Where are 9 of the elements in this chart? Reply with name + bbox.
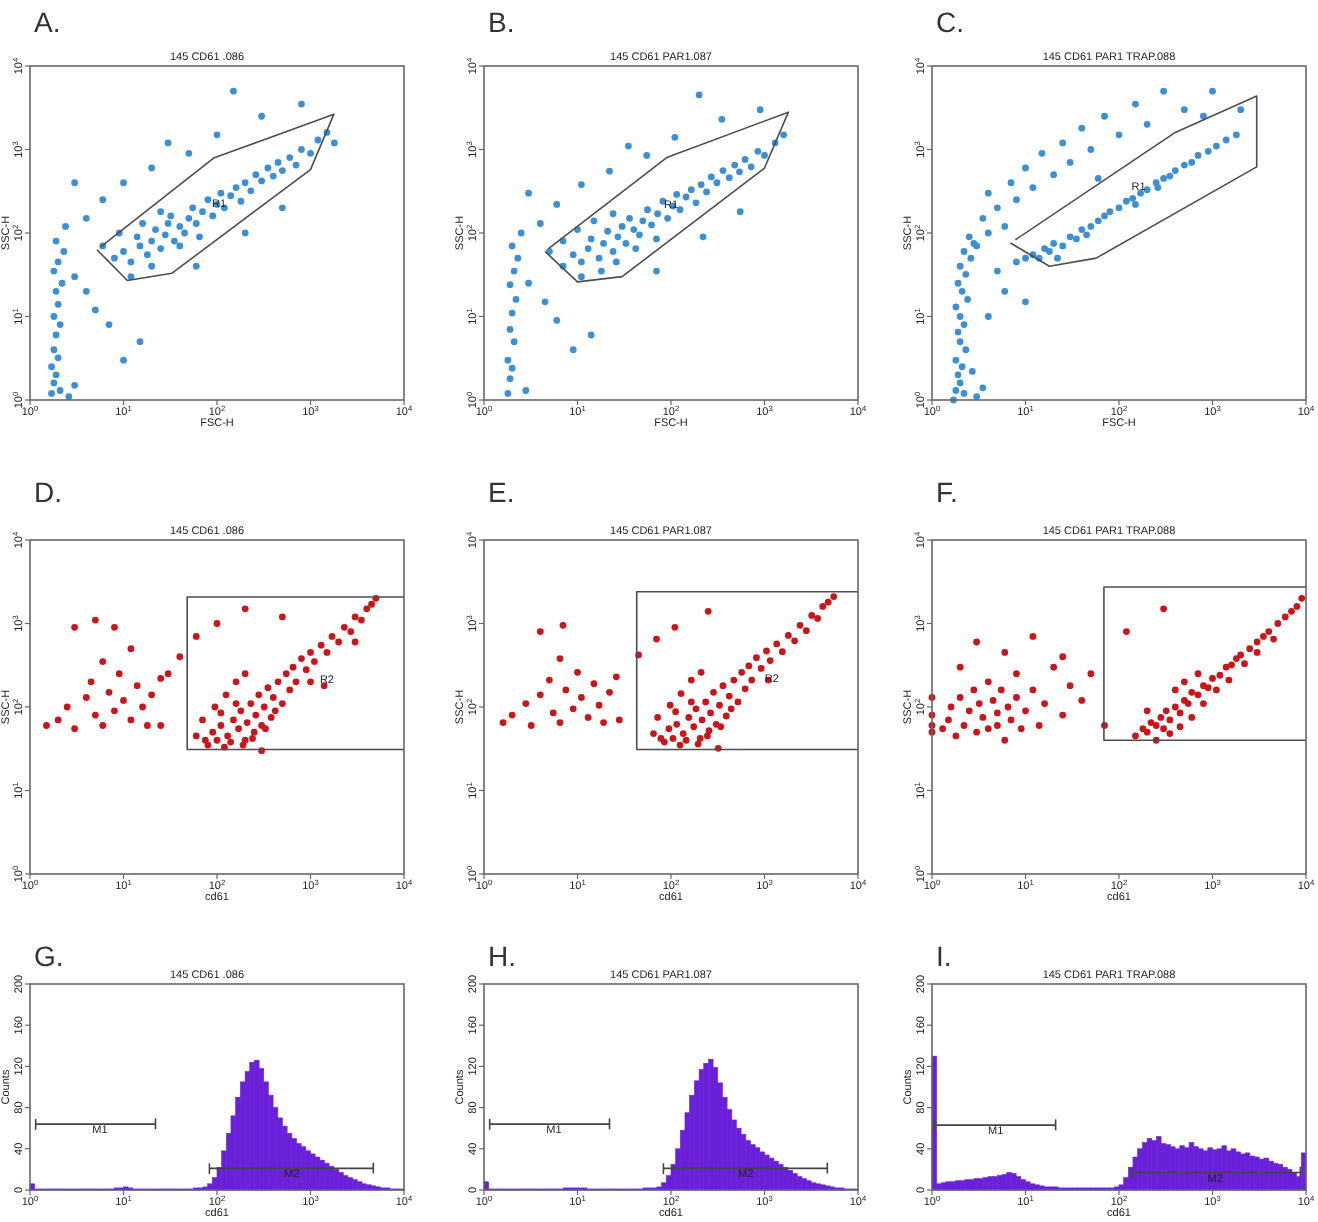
chart-title: G. <box>34 940 64 972</box>
chart-title: H. <box>488 940 516 972</box>
chart-title: C. <box>936 6 964 38</box>
chart-title: F. <box>936 476 958 508</box>
chart-title: D. <box>34 476 62 508</box>
chart-title: I. <box>936 940 952 972</box>
chart-title: E. <box>488 476 515 508</box>
chart-title: B. <box>488 6 515 38</box>
chart-title: A. <box>34 6 61 38</box>
